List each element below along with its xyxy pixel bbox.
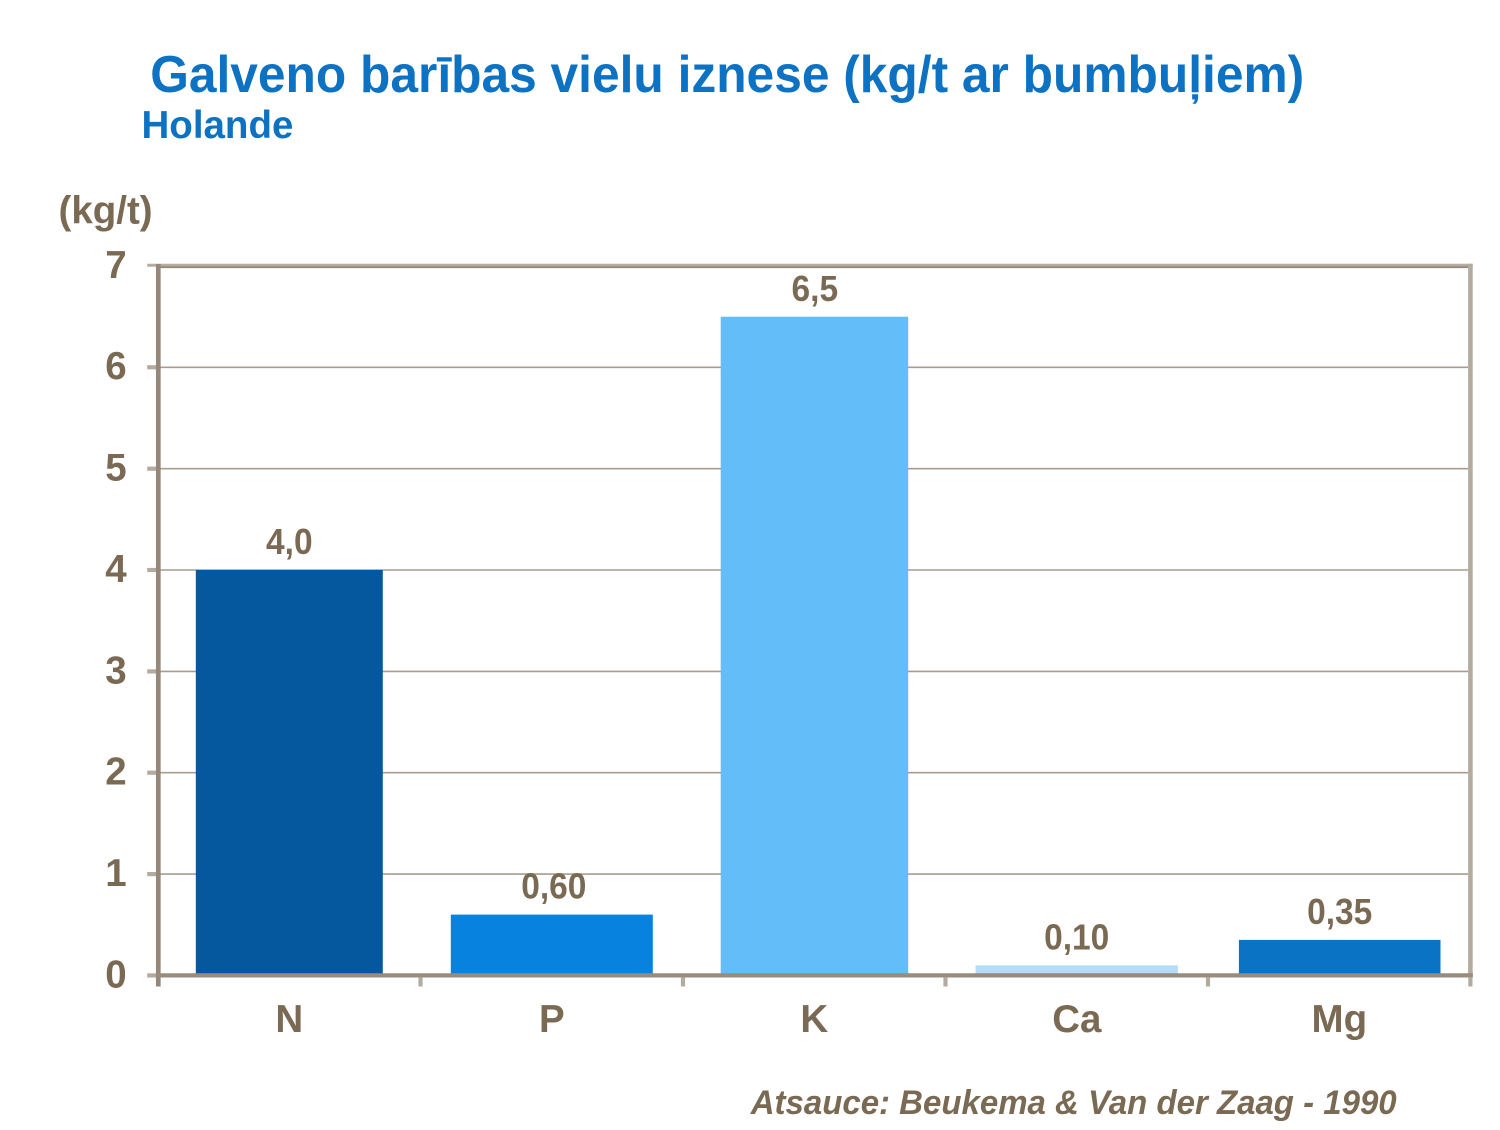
svg-text:Atsauce: Beukema & Van der Zaa: Atsauce: Beukema & Van der Zaag - 1990 — [750, 1085, 1397, 1123]
svg-text:2: 2 — [105, 751, 126, 794]
svg-text:Holande: Holande — [142, 104, 294, 147]
svg-text:0: 0 — [105, 953, 126, 996]
svg-text:P: P — [539, 998, 565, 1041]
svg-text:Mg: Mg — [1312, 998, 1368, 1041]
svg-text:Galveno barības vielu iznese (: Galveno barības vielu iznese (kg/t ar bu… — [150, 45, 1304, 104]
svg-text:7: 7 — [105, 244, 126, 287]
svg-text:0,35: 0,35 — [1307, 893, 1372, 932]
svg-text:(kg/t): (kg/t) — [59, 190, 153, 233]
svg-text:N: N — [275, 998, 303, 1041]
svg-text:K: K — [800, 998, 828, 1041]
svg-text:0,60: 0,60 — [521, 868, 586, 907]
svg-text:5: 5 — [105, 447, 126, 490]
svg-text:6,5: 6,5 — [792, 270, 839, 309]
svg-text:3: 3 — [105, 649, 126, 692]
svg-text:0,10: 0,10 — [1044, 918, 1109, 957]
svg-text:6: 6 — [105, 345, 126, 388]
svg-text:Ca: Ca — [1052, 998, 1102, 1041]
svg-text:1: 1 — [105, 852, 126, 895]
svg-text:4,0: 4,0 — [266, 523, 313, 562]
svg-text:4: 4 — [105, 548, 127, 591]
